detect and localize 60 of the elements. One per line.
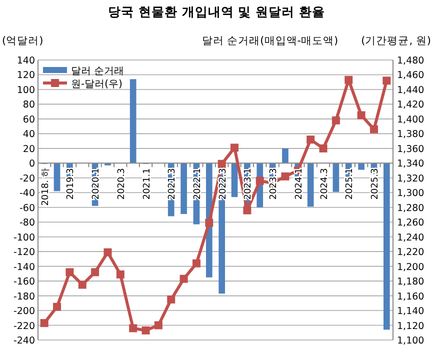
y2-tick-label: 1,460 [397, 70, 424, 82]
x-tick-label: 2023.1 [244, 168, 254, 200]
y-tick-label: -140 [13, 262, 35, 273]
y-tick-label: 40 [22, 129, 35, 140]
y2-tick-label: 1,180 [397, 276, 424, 288]
x-tick-label: 2024.1 [294, 168, 304, 200]
y2-tick-label: 1,240 [397, 232, 424, 244]
x-tick-label: 2022.3 [218, 168, 228, 200]
x-tick-label: 2021.1 [142, 168, 152, 200]
x-tick-label: 2021.3 [168, 168, 178, 200]
y2-tick-label: 1,300 [397, 188, 424, 200]
y2-tick-label: 1,400 [397, 114, 424, 126]
y-tick-label: 20 [22, 144, 35, 155]
legend-label: 원-달러(우) [71, 79, 123, 90]
y-tick-label: -120 [13, 247, 35, 258]
y-tick-label: -220 [13, 320, 35, 332]
y2-tick-label: 1,100 [397, 336, 424, 346]
y2-tick-label: 1,420 [397, 100, 424, 111]
x-tick-label: 2022.1 [192, 168, 203, 200]
x-tick-label: 2018. 하 [40, 168, 51, 206]
y-tick-label: -200 [13, 306, 35, 318]
y-tick-label: -180 [13, 291, 35, 302]
x-tick-label: 2025.1 [345, 168, 356, 200]
y-tick-label: 60 [22, 114, 35, 126]
x-tick-label: 2020.1 [92, 168, 102, 200]
y-axis-title: (억달러) [2, 35, 44, 47]
y2-tick-label: 1,440 [397, 84, 424, 96]
y2-tick-label: 1,340 [397, 158, 424, 170]
legend-label: 달러 순거래 [71, 66, 124, 77]
x-tick-label: 2023.3 [269, 168, 280, 200]
x-tick-label: 2019.3 [66, 168, 76, 200]
y2-tick-label: 1,160 [397, 291, 424, 302]
y2-axis-title: (기간평균, 원) [361, 35, 431, 47]
y-tick-label: 100 [16, 84, 35, 96]
y2-tick-label: 1,360 [397, 144, 424, 155]
chart-subtitle: 달러 순거래(매입액-매도액) [202, 35, 338, 47]
y-tick-label: -80 [19, 218, 35, 229]
y-tick-label: -60 [19, 202, 35, 214]
y2-tick-label: 1,260 [397, 218, 424, 229]
y2-tick-label: 1,280 [397, 202, 424, 214]
y-tick-label: -20 [19, 173, 35, 184]
y2-tick-label: 1,480 [397, 56, 424, 66]
y2-tick-label: 1,380 [397, 129, 424, 140]
x-tick-label: 2025.3 [370, 168, 380, 200]
y-tick-label: -40 [19, 188, 35, 200]
y2-tick-label: 1,120 [397, 320, 424, 332]
y-tick-label: 140 [16, 56, 35, 66]
y-tick-label: 0 [28, 158, 35, 170]
y2-tick-label: 1,220 [397, 247, 424, 258]
y2-tick-label: 1,140 [397, 306, 424, 318]
y-tick-label: -100 [13, 232, 35, 244]
y-tick-label: 120 [16, 70, 35, 82]
y2-tick-label: 1,320 [397, 173, 424, 184]
y2-tick-label: 1,200 [397, 262, 424, 273]
y-tick-label: 80 [22, 100, 35, 111]
chart-title: 당국 현물환 개입내역 및 원달러 환율 [108, 4, 325, 19]
x-tick-label: 2024.3 [320, 168, 330, 200]
x-tick-label: 2020.3 [116, 168, 127, 200]
y-tick-label: -240 [13, 336, 35, 346]
y-tick-label: -160 [13, 276, 35, 288]
